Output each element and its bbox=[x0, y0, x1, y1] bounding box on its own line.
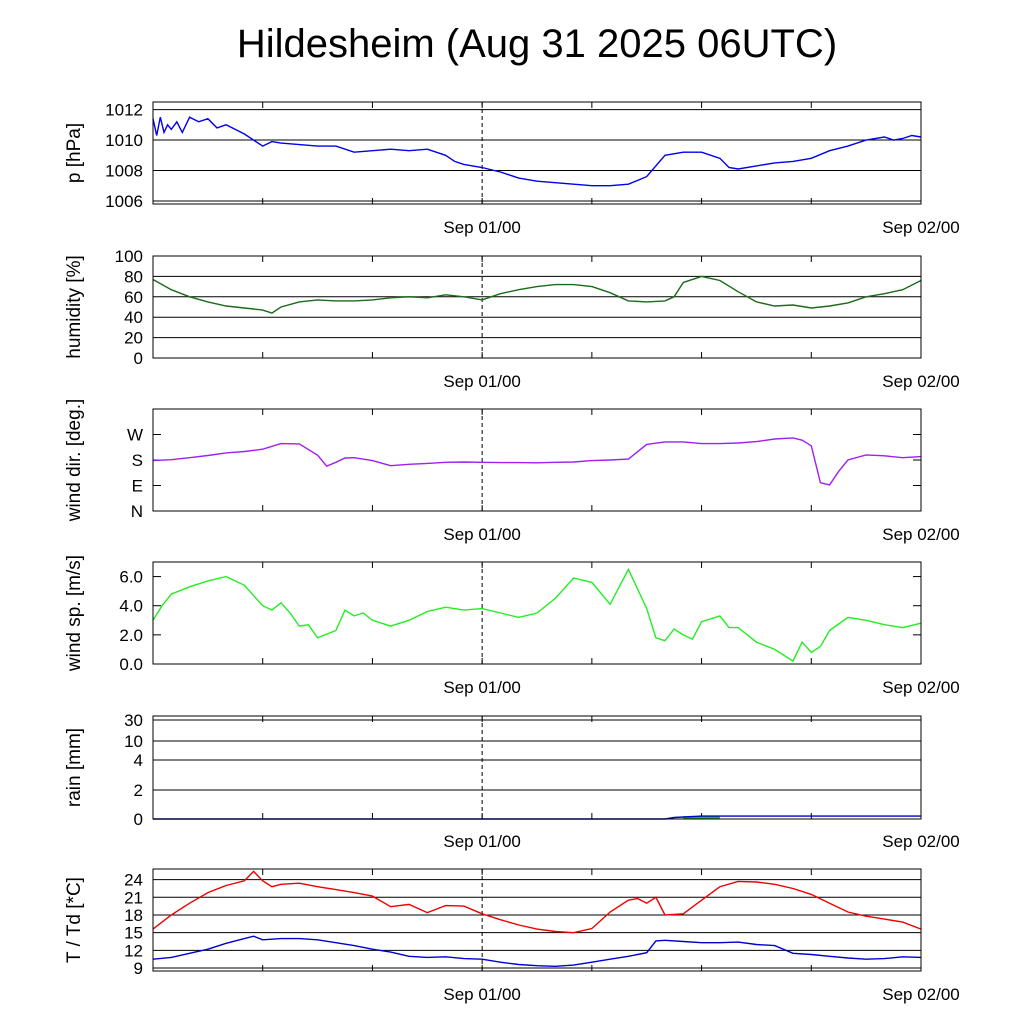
y-tick-label: 21 bbox=[124, 888, 143, 907]
y-tick-label: 0 bbox=[134, 349, 143, 368]
y-axis-label: wind sp. [m/s] bbox=[64, 555, 85, 672]
y-tick-label: 1010 bbox=[105, 131, 143, 150]
x-tick-label: Sep 02/00 bbox=[882, 372, 960, 391]
x-tick-label: Sep 01/00 bbox=[443, 985, 521, 1004]
pressure-panel: 1006 1008 1010 1012 Sep 01/00 Sep 02/00 p [hPa… bbox=[64, 101, 960, 237]
plot-frame bbox=[152, 255, 922, 359]
y-tick-label: W bbox=[127, 426, 143, 445]
y-tick-label: 0 bbox=[134, 810, 143, 829]
x-tick-label: Sep 01/00 bbox=[443, 372, 521, 391]
y-tick-label: 30 bbox=[124, 711, 143, 730]
x-tick-label: Sep 02/00 bbox=[882, 218, 960, 237]
y-tick-label: S bbox=[132, 451, 143, 470]
x-tick-label: Sep 01/00 bbox=[443, 832, 521, 851]
y-tick-label: 60 bbox=[124, 288, 143, 307]
plot-frame bbox=[152, 101, 922, 205]
y-tick-label: 0.0 bbox=[119, 655, 143, 674]
chart-title: Hildesheim (Aug 31 2025 06UTC) bbox=[236, 22, 838, 66]
x-tick-label: Sep 02/00 bbox=[882, 525, 960, 544]
y-tick-label: 18 bbox=[124, 906, 143, 925]
y-tick-label: 12 bbox=[124, 941, 143, 960]
series-line-dewpoint bbox=[152, 935, 922, 968]
y-tick-label: 1012 bbox=[105, 101, 143, 120]
x-tick-label: Sep 02/00 bbox=[882, 678, 960, 697]
series-line-pressure bbox=[152, 116, 922, 187]
y-tick-label: 1006 bbox=[105, 192, 143, 211]
wind-speed-panel: 0.0 2.0 4.0 6.0 Sep 01/00 Sep 02/00 wind sp. [… bbox=[64, 555, 960, 697]
series-line-temperature bbox=[152, 870, 922, 934]
series-line-wind_speed bbox=[152, 567, 922, 663]
plot-frame bbox=[152, 561, 922, 665]
x-tick-label: Sep 01/00 bbox=[443, 525, 521, 544]
x-tick-label: Sep 02/00 bbox=[882, 832, 960, 851]
y-axis-label: T / Td [*C] bbox=[64, 877, 85, 963]
y-tick-label: 9 bbox=[134, 959, 143, 978]
y-tick-label: 20 bbox=[124, 329, 143, 348]
plot-frame bbox=[152, 715, 922, 820]
y-axis-label: rain [mm] bbox=[64, 728, 85, 807]
y-tick-label: 80 bbox=[124, 267, 143, 286]
rain-bar bbox=[683, 816, 720, 819]
y-tick-label: E bbox=[132, 477, 143, 496]
y-axis-label: wind dir. [deg.] bbox=[64, 399, 85, 523]
rain-panel: 0 2 410 30 Sep 01/00 Sep 02/00 rain [mm] bbox=[64, 711, 960, 851]
y-tick-label: 100 bbox=[115, 247, 143, 266]
y-tick-label: 4.0 bbox=[119, 597, 143, 616]
y-tick-label: 24 bbox=[124, 871, 143, 890]
y-tick-label: 10 bbox=[124, 732, 143, 751]
series-line-wind_dir bbox=[152, 437, 922, 486]
y-tick-label: 6.0 bbox=[119, 568, 143, 587]
y-tick-label: 40 bbox=[124, 308, 143, 327]
y-axis-label: p [hPa] bbox=[64, 123, 85, 183]
plot-frame bbox=[152, 868, 922, 972]
plot-frame bbox=[152, 408, 922, 512]
x-tick-label: Sep 02/00 bbox=[882, 985, 960, 1004]
y-tick-label: 15 bbox=[124, 924, 143, 943]
y-tick-label: 2.0 bbox=[119, 626, 143, 645]
series-line-humidity bbox=[152, 275, 922, 314]
y-axis-label: humidity [%] bbox=[64, 255, 85, 358]
y-tick-label: 2 bbox=[134, 781, 143, 800]
x-tick-label: Sep 01/00 bbox=[443, 678, 521, 697]
y-tick-label: 1008 bbox=[105, 162, 143, 181]
y-tick-label: N bbox=[131, 502, 143, 521]
x-tick-label: Sep 01/00 bbox=[443, 218, 521, 237]
y-tick-label: 4 bbox=[134, 751, 143, 770]
